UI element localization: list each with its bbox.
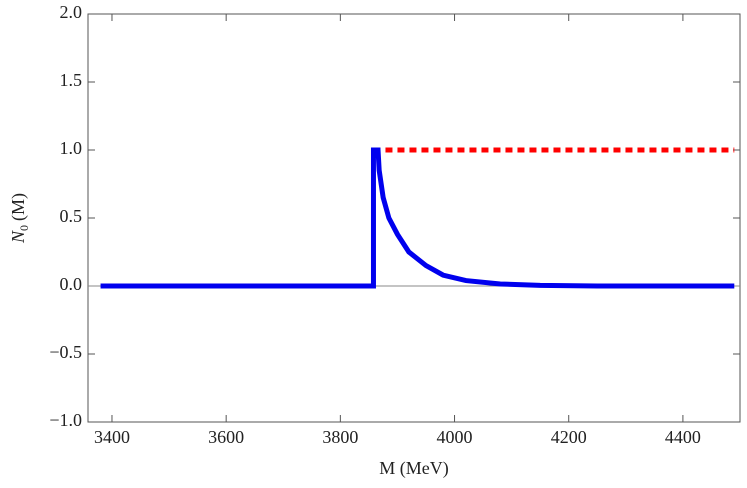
- y-axis-label: N0 (M): [8, 193, 31, 244]
- y-tick-label: 2.0: [60, 2, 83, 22]
- plot-frame: [87, 13, 741, 423]
- x-tick-label: 3400: [94, 427, 130, 447]
- data-line: [100, 147, 735, 289]
- x-tick-label: 4400: [665, 427, 701, 447]
- y-label-rest: (M): [8, 193, 29, 221]
- y-label-subscript: 0: [17, 225, 31, 231]
- y-tick-label: 0.5: [60, 206, 83, 226]
- x-axis-label: M (MeV): [379, 458, 449, 479]
- x-tick-label: 4000: [437, 427, 473, 447]
- y-tick-label: 1.5: [60, 70, 83, 90]
- x-tick-label: 3600: [208, 427, 244, 447]
- y-tick-label: 1.0: [60, 138, 83, 158]
- y-tick-label: 0.0: [60, 274, 83, 294]
- y-tick-label: −0.5: [49, 342, 82, 362]
- y-label-symbol: N: [8, 230, 28, 244]
- x-tick-label: 3800: [322, 427, 358, 447]
- x-tick-label: 4200: [551, 427, 587, 447]
- y-tick-label: −1.0: [49, 410, 82, 430]
